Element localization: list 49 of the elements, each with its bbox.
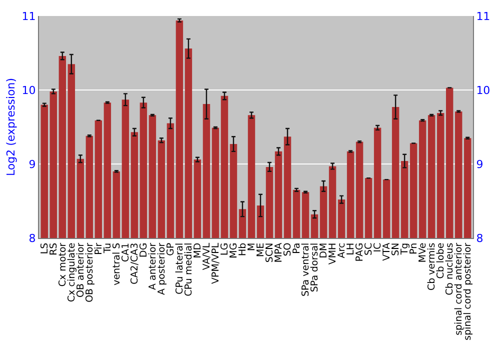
x-tick-label: Pir bbox=[94, 242, 105, 255]
x-tick-label: VA/VL bbox=[202, 242, 213, 270]
x-tick-label: Tg bbox=[400, 242, 411, 256]
x-tick-label: MVe bbox=[418, 242, 429, 263]
x-tick-label: RS bbox=[48, 242, 60, 256]
x-tick-label: LS bbox=[39, 242, 50, 254]
y-tick-label: 10 bbox=[22, 84, 36, 97]
y2-tick-label: 8 bbox=[476, 232, 484, 245]
x-tick-label: VPM/VPL bbox=[210, 242, 222, 284]
x-tick-label: LG bbox=[220, 242, 231, 256]
x-tick-label: CA2/CA3 bbox=[130, 242, 141, 284]
x-tick-label: M bbox=[246, 242, 258, 252]
x-tick-label: VMH bbox=[328, 242, 339, 265]
x-tick-label: Hb bbox=[238, 242, 249, 256]
x-tick-label: DG bbox=[138, 242, 150, 258]
x-tick-label: A posterior bbox=[156, 242, 168, 295]
x-tick-label: Pn bbox=[408, 242, 420, 254]
x-tick-label: PAG bbox=[354, 242, 366, 262]
x-tick-label: ME bbox=[256, 242, 267, 258]
x-tick-label: ventral S bbox=[112, 242, 123, 286]
y2-tick-label: 11 bbox=[476, 10, 490, 23]
y-tick-label: 8 bbox=[28, 232, 36, 245]
x-tick-label: SCN bbox=[264, 242, 276, 263]
x-tick-label: SC bbox=[364, 242, 375, 256]
x-tick-label: SN bbox=[390, 242, 402, 256]
x-tick-label: VTA bbox=[382, 242, 393, 261]
x-tick-label: Cx cingulate bbox=[66, 242, 78, 302]
x-tick-label: Arc bbox=[336, 242, 348, 258]
x-tick-label: SPa dorsal bbox=[310, 242, 321, 292]
x-tick-label: CA1 bbox=[120, 242, 132, 262]
y-tick-label: 11 bbox=[22, 10, 36, 23]
y-axis-title: Log2 (expression) bbox=[4, 78, 18, 176]
x-tick-label: IC bbox=[372, 242, 384, 252]
y-tick-label: 9 bbox=[28, 158, 36, 171]
x-tick-label: MPA bbox=[274, 242, 285, 263]
x-tick-label: spinal cord posterior bbox=[462, 242, 474, 340]
y2-tick-label: 10 bbox=[476, 84, 490, 97]
x-tick-label: MD bbox=[192, 242, 204, 258]
x-tick-label: Cx motor bbox=[58, 242, 68, 287]
x-tick-label: GP bbox=[166, 242, 177, 256]
x-tick-label: LH bbox=[346, 242, 357, 256]
x-tick-label: Pa bbox=[292, 242, 303, 254]
x-tick-label: Cb lobe bbox=[436, 242, 447, 279]
y2-tick-label: 9 bbox=[476, 158, 484, 171]
x-tick-label: Tu bbox=[102, 242, 114, 254]
x-tick-label: CPu medial bbox=[184, 242, 195, 296]
x-tick-label: SO bbox=[282, 242, 294, 256]
x-tick-label: DM bbox=[318, 242, 330, 258]
x-tick-label: OB posterior bbox=[84, 242, 96, 302]
